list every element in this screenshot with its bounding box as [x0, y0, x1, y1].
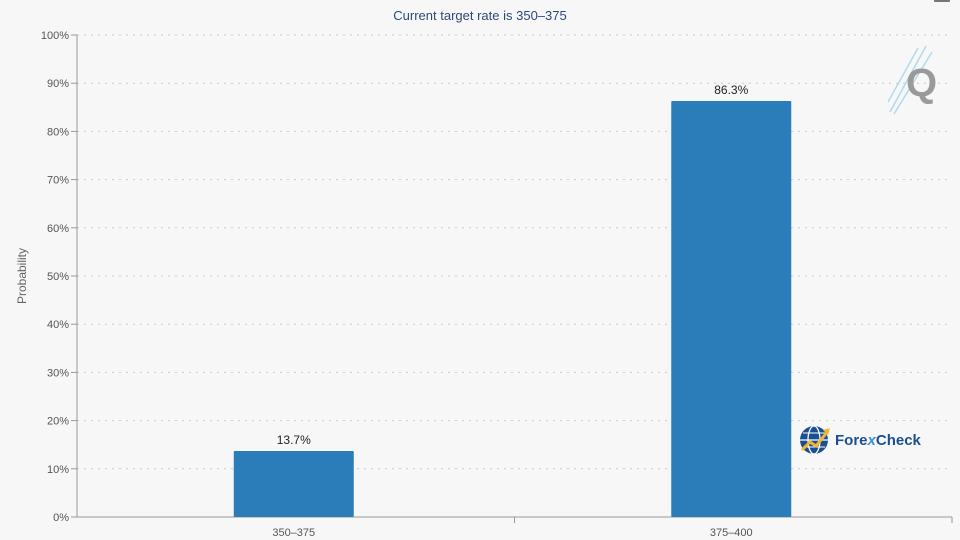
- x-tick-label: 375–400: [710, 527, 753, 539]
- chart-menu-icon[interactable]: [934, 0, 950, 2]
- y-tick-label: 30%: [47, 367, 69, 379]
- forexcheck-wordmark: ForexCheck: [835, 431, 921, 449]
- y-tick-label: 90%: [47, 78, 69, 90]
- y-tick-label: 40%: [47, 319, 69, 331]
- globe-icon: [800, 425, 830, 455]
- x-tick-label: 350–375: [272, 527, 315, 539]
- y-tick-label: 20%: [47, 416, 69, 428]
- bar-350–375: [233, 450, 354, 517]
- q-watermark-logo: Q: [887, 44, 944, 121]
- bar-375–400: [671, 101, 792, 517]
- data-label: 86.3%: [714, 83, 748, 97]
- y-tick-label: 70%: [47, 175, 69, 187]
- y-tick-label: 10%: [47, 464, 69, 476]
- svg-text:Q: Q: [906, 61, 937, 105]
- chart-subtitle: Current target rate is 350–375: [393, 8, 567, 23]
- y-tick-label: 0%: [53, 512, 69, 524]
- data-label: 13.7%: [277, 433, 311, 447]
- forexcheck-watermark-logo: ForexCheck: [798, 423, 921, 457]
- y-tick-label: 100%: [41, 30, 69, 42]
- y-tick-label: 50%: [47, 271, 69, 283]
- y-tick-label: 60%: [47, 223, 69, 235]
- y-axis-title: Probability: [15, 248, 29, 304]
- y-tick-label: 80%: [47, 126, 69, 138]
